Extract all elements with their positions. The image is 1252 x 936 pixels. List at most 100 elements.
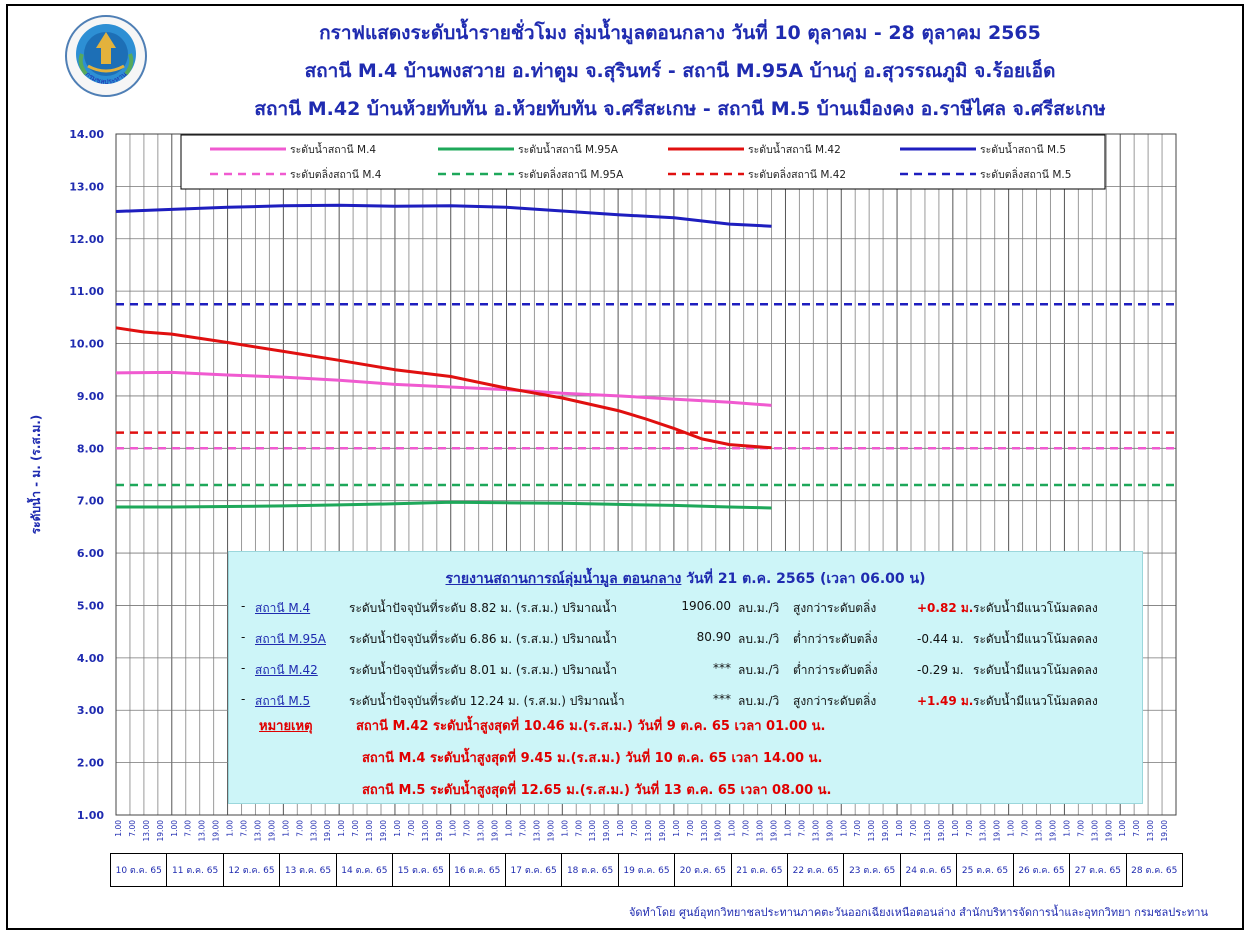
- legend-label-level: ระดับน้ำสถานี M.42: [748, 142, 841, 156]
- x-tick-label: 1.00: [1062, 820, 1071, 837]
- x-tick-label: 13.00: [198, 820, 207, 842]
- x-tick-label: 13.00: [1146, 820, 1155, 842]
- report-diff-value: +1.49 ม.: [917, 694, 974, 708]
- x-tick-label: 1.00: [728, 820, 737, 837]
- x-tick-label: 19.00: [881, 820, 890, 842]
- date-label: 28 ต.ค. 65: [1125, 853, 1183, 887]
- x-tick-label: 19.00: [825, 820, 834, 842]
- date-label: 22 ต.ค. 65: [787, 853, 845, 887]
- date-label: 18 ต.ค. 65: [561, 853, 619, 887]
- x-tick-label: 19.00: [323, 820, 332, 842]
- date-label: 24 ต.ค. 65: [899, 853, 958, 887]
- y-axis-label: ระดับน้ำ - ม. (ร.ส.ม.): [26, 415, 43, 535]
- x-tick-label: 1.00: [449, 820, 458, 837]
- series-line: [115, 370, 772, 407]
- date-label: 23 ต.ค. 65: [843, 853, 901, 887]
- situation-report-box: รายงานสถานการณ์ลุ่มน้ำมูล ตอนกลาง วันที่…: [228, 551, 1143, 804]
- x-tick-label: 7.00: [518, 820, 527, 837]
- x-tick-label: 7.00: [128, 820, 137, 837]
- note-label: หมายเหตุ: [259, 719, 313, 734]
- x-tick-label: 7.00: [909, 820, 918, 837]
- report-diff-value: +0.82 ม.: [917, 601, 974, 615]
- x-tick-label: 19.00: [1104, 820, 1113, 842]
- report-trend-text: ระดับน้ำมีแนวโน้มลดลง: [973, 694, 1098, 708]
- x-tick-label: 1.00: [114, 820, 123, 837]
- chart-title-line-2: สถานี M.4 บ้านพงสวาย อ.ท่าตูม จ.สุรินทร์…: [304, 60, 1056, 82]
- report-station-link[interactable]: สถานี M.4: [255, 601, 311, 615]
- note-line-2: สถานี M.4 ระดับน้ำสูงสุดที่ 9.45 ม.(ร.ส.…: [362, 751, 823, 766]
- report-station-link[interactable]: สถานี M.5: [255, 694, 311, 708]
- legend-label-bank: ระดับตลิ่งสถานี M.42: [748, 167, 846, 181]
- x-tick-label: 13.00: [756, 820, 765, 842]
- x-tick-label: 13.00: [1090, 820, 1099, 842]
- x-tick-label: 19.00: [212, 820, 221, 842]
- report-level-text: ระดับน้ำปัจจุบันที่ระดับ 8.01 ม. (ร.ส.ม.…: [349, 663, 617, 677]
- x-tick-label: 7.00: [1076, 820, 1085, 837]
- report-station-link[interactable]: สถานี M.95A: [255, 632, 326, 646]
- x-tick-label: 1.00: [672, 820, 681, 837]
- date-label: 12 ต.ค. 65: [222, 853, 281, 887]
- x-tick-label: 7.00: [797, 820, 806, 837]
- y-tick-label: 12.00: [69, 233, 104, 246]
- x-tick-label: 19.00: [937, 820, 946, 842]
- report-level-text: ระดับน้ำปัจจุบันที่ระดับ 6.86 ม. (ร.ส.ม.…: [349, 632, 617, 646]
- report-comparison-text: สูงกว่าระดับตลิ่ง: [793, 694, 877, 708]
- y-tick-label: 7.00: [77, 495, 104, 508]
- x-tick-label: 13.00: [644, 820, 653, 842]
- x-tick-label: 7.00: [240, 820, 249, 837]
- x-tick-label: 19.00: [491, 820, 500, 842]
- report-dash: -: [241, 692, 246, 706]
- date-label: 14 ต.ค. 65: [335, 853, 394, 887]
- y-tick-label: 3.00: [77, 704, 104, 717]
- y-tick-label: 6.00: [77, 547, 104, 560]
- report-trend-text: ระดับน้ำมีแนวโน้มลดลง: [973, 632, 1098, 646]
- x-tick-label: 7.00: [1021, 820, 1030, 837]
- x-tick-label: 13.00: [421, 820, 430, 842]
- chart-title-line-1: กราฟแสดงระดับน้ำรายชั่วโมง ลุ่มน้ำมูลตอน…: [319, 22, 1041, 44]
- report-station-link[interactable]: สถานี M.42: [255, 663, 318, 677]
- x-tick-label: 13.00: [867, 820, 876, 842]
- x-tick-label: 7.00: [965, 820, 974, 837]
- report-dash: -: [241, 630, 246, 644]
- report-level-text: ระดับน้ำปัจจุบันที่ระดับ 12.24 ม. (ร.ส.ม…: [349, 694, 625, 708]
- report-heading-title: รายงานสถานการณ์ลุ่มน้ำมูล ตอนกลาง: [445, 571, 682, 587]
- x-tick-label: 7.00: [351, 820, 360, 837]
- x-tick-label: 19.00: [714, 820, 723, 842]
- x-tick-label: 1.00: [170, 820, 179, 837]
- report-dash: -: [241, 599, 246, 613]
- y-tick-label: 14.00: [69, 128, 104, 141]
- x-tick-label: 7.00: [407, 820, 416, 837]
- x-tick-label: 1.00: [505, 820, 514, 837]
- date-label: 19 ต.ค. 65: [617, 853, 676, 887]
- legend-box: [180, 134, 1106, 190]
- x-tick-label: 19.00: [435, 820, 444, 842]
- x-tick-label: 13.00: [1035, 820, 1044, 842]
- royal-irrigation-department-logo: กรมชลประทาน: [65, 15, 147, 97]
- x-tick-label: 7.00: [1132, 820, 1141, 837]
- x-tick-label: 13.00: [588, 820, 597, 842]
- x-tick-label: 19.00: [267, 820, 276, 842]
- y-tick-label: 2.00: [77, 757, 104, 770]
- report-comparison-text: ต่ำกว่าระดับตลิ่ง: [793, 632, 878, 646]
- chart-title-line-3: สถานี M.42 บ้านห้วยทับทัน อ.ห้วยทับทัน จ…: [254, 98, 1106, 120]
- report-trend-text: ระดับน้ำมีแนวโน้มลดลง: [973, 601, 1098, 615]
- x-tick-label: 13.00: [477, 820, 486, 842]
- report-diff-value: -0.44 ม.: [917, 632, 964, 646]
- report-level-text: ระดับน้ำปัจจุบันที่ระดับ 8.82 ม. (ร.ส.ม.…: [349, 601, 617, 615]
- x-tick-label: 1.00: [1007, 820, 1016, 837]
- credit-text: จัดทำโดย ศูนย์อุทกวิทยาชลประทานภาคตะวันอ…: [628, 906, 1208, 919]
- date-label: 13 ต.ค. 65: [279, 853, 337, 887]
- y-tick-label: 4.00: [77, 652, 104, 665]
- x-tick-label: 13.00: [979, 820, 988, 842]
- report-trend-text: ระดับน้ำมีแนวโน้มลดลง: [973, 663, 1098, 677]
- report-diff-value: -0.29 ม.: [917, 663, 964, 677]
- legend-label-level: ระดับน้ำสถานี M.4: [290, 142, 376, 156]
- x-tick-label: 1.00: [393, 820, 402, 837]
- y-tick-label: 9.00: [77, 390, 104, 403]
- x-tick-label: 13.00: [365, 820, 374, 842]
- report-flow-value: 80.90: [696, 630, 731, 644]
- y-tick-label: 10.00: [69, 338, 104, 351]
- x-tick-label: 1.00: [895, 820, 904, 837]
- series-line: [115, 326, 772, 450]
- x-tick-label: 7.00: [742, 820, 751, 837]
